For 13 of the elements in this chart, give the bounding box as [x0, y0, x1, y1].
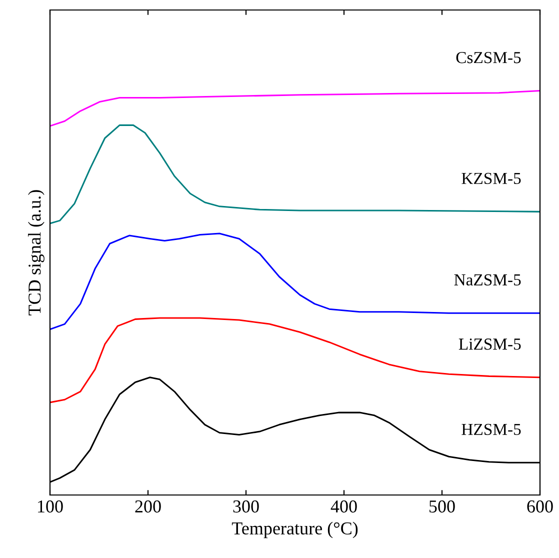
series-label: LiZSM-5: [458, 338, 521, 350]
y-axis-title: TCD signal (a.u.): [28, 190, 44, 316]
x-axis-title: Temperature (°C): [232, 522, 358, 538]
series-label: CsZSM-5: [456, 52, 521, 64]
x-tick-label: 600: [527, 500, 553, 513]
series-label: HZSM-5: [462, 424, 521, 436]
x-tick-label: 300: [233, 500, 259, 513]
series-label: KZSM-5: [462, 172, 521, 184]
series-label: NaZSM-5: [454, 274, 521, 286]
x-tick-label: 400: [330, 500, 357, 513]
x-tick-label: 200: [135, 500, 161, 513]
x-tick-label: 500: [430, 500, 455, 513]
x-tick-label: 100: [38, 500, 63, 513]
